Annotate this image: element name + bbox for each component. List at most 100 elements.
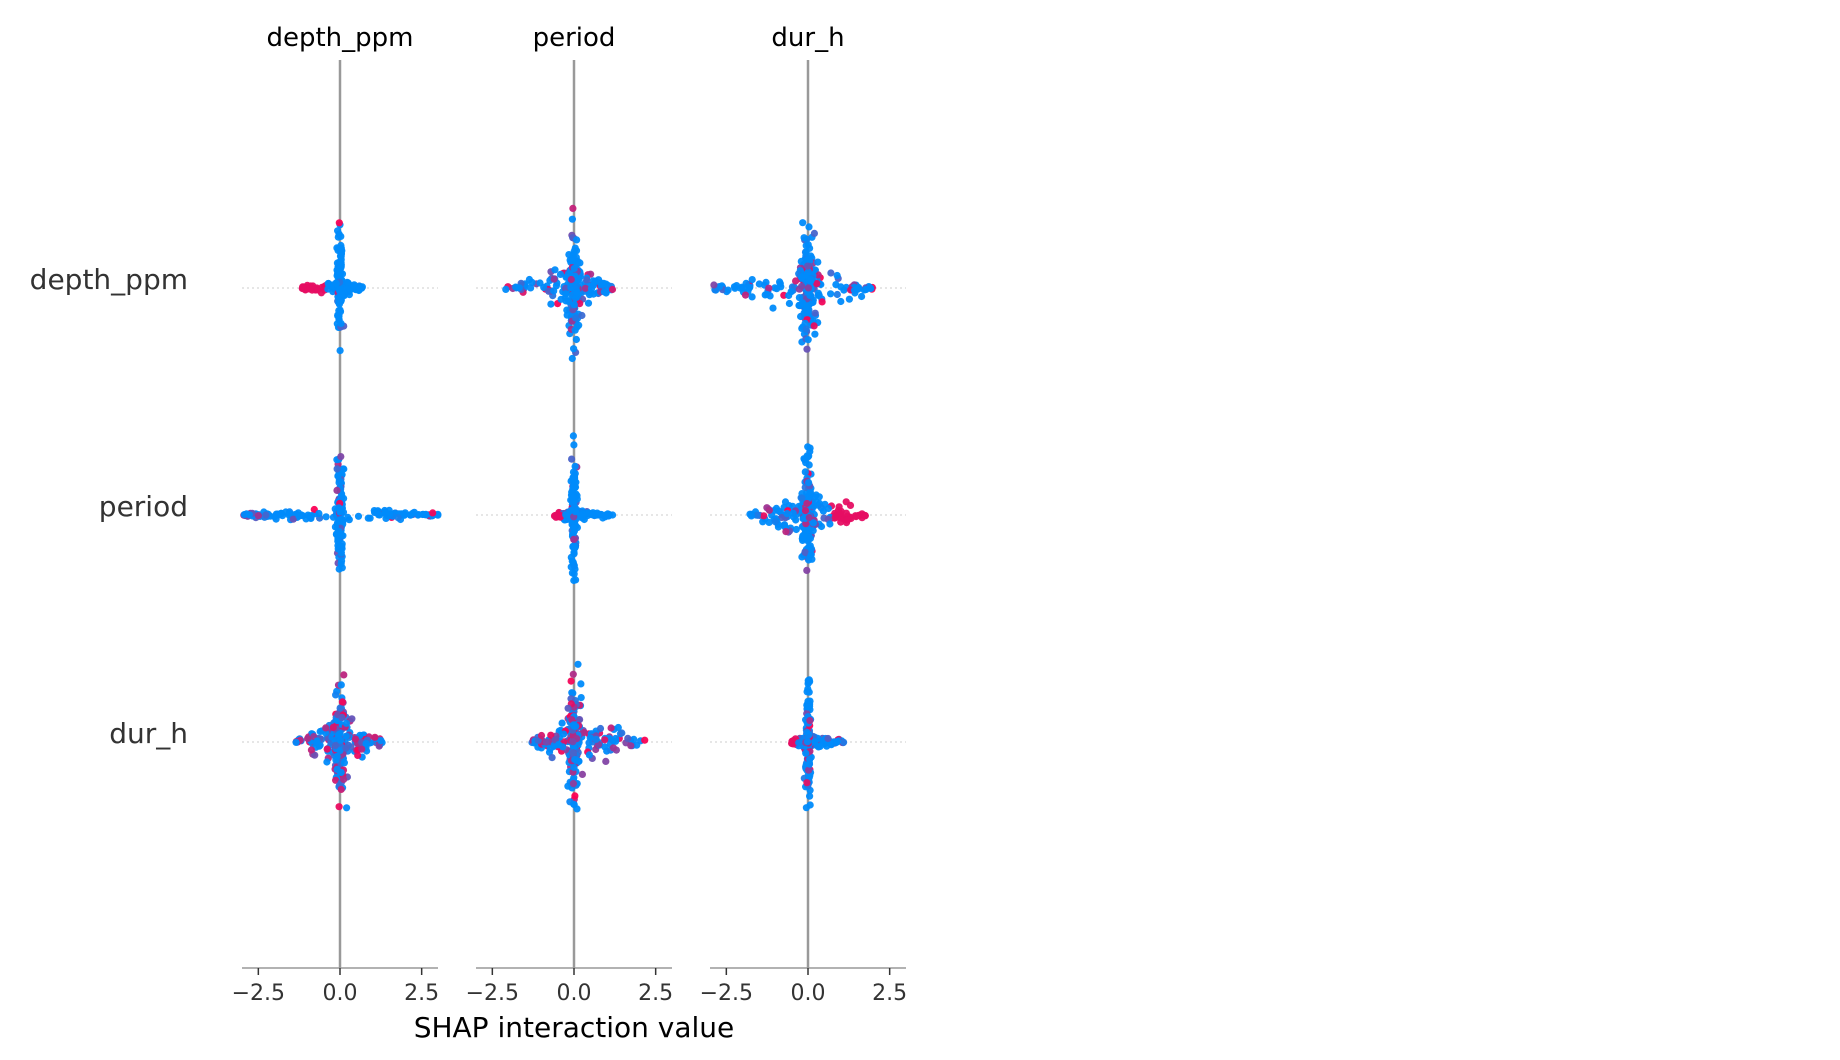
point xyxy=(855,511,863,519)
point xyxy=(333,765,341,774)
point xyxy=(858,292,866,301)
cell-dur_h-depth_ppm xyxy=(292,671,386,812)
labels: depth_ppm period dur_h depth_ppm period … xyxy=(30,23,845,1044)
point xyxy=(602,757,610,766)
point xyxy=(528,278,536,286)
point xyxy=(562,290,570,298)
point xyxy=(782,528,790,536)
point xyxy=(335,528,343,536)
point xyxy=(798,494,806,502)
point xyxy=(371,733,379,741)
point xyxy=(336,507,344,515)
point xyxy=(340,671,348,679)
point xyxy=(565,298,573,306)
point xyxy=(804,443,812,451)
x-tick-label: 2.5 xyxy=(872,981,907,1006)
x-tick-label: −2.5 xyxy=(700,981,753,1006)
point xyxy=(304,511,312,519)
point xyxy=(570,722,578,730)
point xyxy=(254,511,262,520)
point xyxy=(571,508,580,516)
point xyxy=(627,742,635,750)
point xyxy=(584,299,593,307)
point xyxy=(614,723,622,732)
point xyxy=(570,800,578,809)
point xyxy=(806,801,814,809)
point xyxy=(831,513,839,522)
point xyxy=(336,704,344,712)
point xyxy=(354,512,363,520)
point xyxy=(334,472,342,480)
point xyxy=(805,514,813,522)
point xyxy=(570,441,578,449)
point xyxy=(569,432,578,440)
point xyxy=(803,779,811,787)
point xyxy=(315,509,323,518)
point xyxy=(840,738,848,746)
point xyxy=(313,737,321,745)
point xyxy=(804,262,812,270)
point xyxy=(585,751,594,759)
point xyxy=(409,509,417,517)
point xyxy=(429,509,437,517)
point xyxy=(340,759,348,767)
point xyxy=(618,729,626,737)
point xyxy=(572,282,581,290)
x-tick-label: −2.5 xyxy=(466,981,519,1006)
point xyxy=(774,523,783,531)
point xyxy=(573,288,581,297)
point xyxy=(591,510,599,518)
point xyxy=(611,734,620,743)
point xyxy=(630,735,638,744)
point xyxy=(336,347,344,355)
point xyxy=(342,744,350,752)
point xyxy=(386,510,394,518)
point xyxy=(813,280,821,288)
point xyxy=(748,276,756,284)
point xyxy=(299,283,307,291)
point xyxy=(748,293,756,301)
point xyxy=(338,557,346,565)
point xyxy=(774,507,783,515)
point xyxy=(590,279,598,287)
point xyxy=(609,744,618,752)
point xyxy=(366,514,374,522)
cell-depth_ppm-period xyxy=(502,204,617,363)
point xyxy=(567,677,575,685)
point xyxy=(710,281,718,289)
point xyxy=(818,298,826,306)
point xyxy=(329,513,337,521)
point xyxy=(797,257,805,265)
point xyxy=(641,736,649,744)
point xyxy=(747,512,756,520)
point xyxy=(307,746,315,754)
point xyxy=(811,309,819,317)
point xyxy=(337,681,345,689)
point xyxy=(342,719,350,727)
point xyxy=(311,751,319,759)
point xyxy=(569,738,577,746)
point xyxy=(370,507,378,515)
x-tick-label: 0.0 xyxy=(791,981,826,1006)
point xyxy=(845,295,854,303)
point xyxy=(356,284,364,293)
point xyxy=(795,294,804,302)
point xyxy=(581,284,590,292)
point xyxy=(624,734,632,743)
point xyxy=(804,738,812,746)
point xyxy=(572,247,581,255)
point xyxy=(759,518,767,526)
point xyxy=(803,566,811,575)
point xyxy=(342,732,350,740)
point xyxy=(799,531,808,540)
point xyxy=(304,734,312,743)
x-tick-label: 0.0 xyxy=(323,981,358,1006)
point xyxy=(567,283,575,291)
point xyxy=(337,244,345,252)
point xyxy=(338,698,346,706)
point xyxy=(802,242,810,250)
point xyxy=(806,717,814,725)
point xyxy=(608,285,617,294)
point xyxy=(807,550,815,559)
